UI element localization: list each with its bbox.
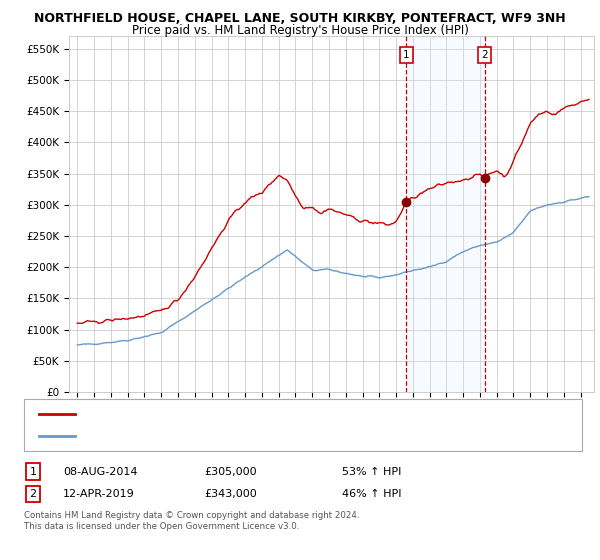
Text: NORTHFIELD HOUSE, CHAPEL LANE, SOUTH KIRKBY, PONTEFRACT, WF9 3NH (detached h: NORTHFIELD HOUSE, CHAPEL LANE, SOUTH KIR… xyxy=(81,409,517,419)
Text: NORTHFIELD HOUSE, CHAPEL LANE, SOUTH KIRKBY, PONTEFRACT, WF9 3NH: NORTHFIELD HOUSE, CHAPEL LANE, SOUTH KIR… xyxy=(34,12,566,25)
Text: Contains HM Land Registry data © Crown copyright and database right 2024.: Contains HM Land Registry data © Crown c… xyxy=(24,511,359,520)
Bar xyxy=(406,36,485,392)
Text: 53% ↑ HPI: 53% ↑ HPI xyxy=(342,466,401,477)
Text: 46% ↑ HPI: 46% ↑ HPI xyxy=(342,489,401,499)
Text: This data is licensed under the Open Government Licence v3.0.: This data is licensed under the Open Gov… xyxy=(24,522,299,531)
Text: 2: 2 xyxy=(481,50,488,60)
Text: 1: 1 xyxy=(403,50,409,60)
Text: Price paid vs. HM Land Registry's House Price Index (HPI): Price paid vs. HM Land Registry's House … xyxy=(131,24,469,36)
Text: 1: 1 xyxy=(29,466,37,477)
Text: 2: 2 xyxy=(29,489,37,499)
Text: HPI: Average price, detached house, Wakefield: HPI: Average price, detached house, Wake… xyxy=(81,431,309,441)
Text: 08-AUG-2014: 08-AUG-2014 xyxy=(63,466,137,477)
Text: 12-APR-2019: 12-APR-2019 xyxy=(63,489,135,499)
Text: £305,000: £305,000 xyxy=(204,466,257,477)
Text: £343,000: £343,000 xyxy=(204,489,257,499)
